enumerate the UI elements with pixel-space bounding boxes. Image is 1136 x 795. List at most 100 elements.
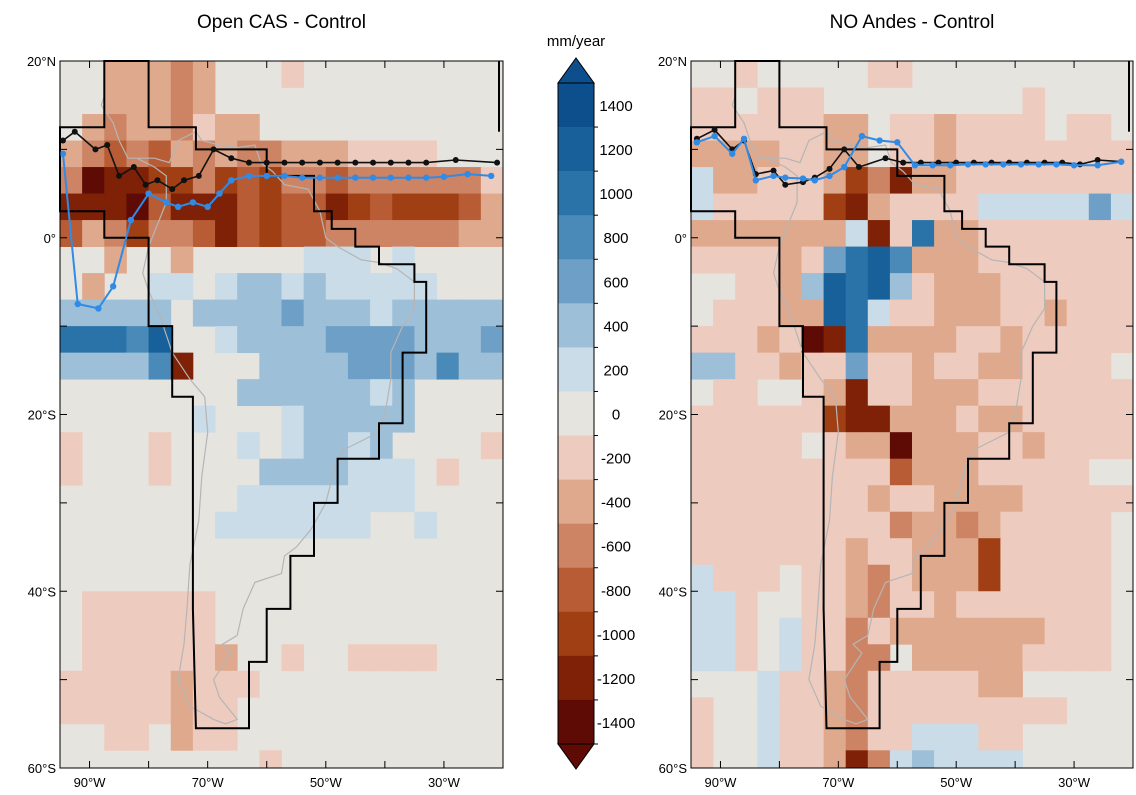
grid-cell <box>757 750 780 769</box>
grid-cell <box>956 670 979 698</box>
grid-cell <box>237 273 260 301</box>
black-series-point <box>452 156 459 163</box>
grid-cell <box>458 299 482 327</box>
colorbar-label: -1200 <box>597 671 635 688</box>
grid-cell <box>1066 458 1090 486</box>
grid-cell <box>1022 326 1045 354</box>
coastline <box>767 130 1046 725</box>
grid-cell <box>735 644 758 672</box>
grid-cell <box>170 61 194 88</box>
grid-cell <box>801 140 824 168</box>
grid-cell <box>845 432 869 460</box>
grid-cells <box>60 61 504 769</box>
grid-cell <box>126 140 149 168</box>
grid-cell <box>1022 617 1045 645</box>
grid-cell <box>801 538 824 566</box>
grid-cell <box>325 193 349 221</box>
grid-cell <box>215 299 238 327</box>
grid-cell <box>1110 220 1134 247</box>
grid-cell <box>1044 538 1068 566</box>
grid-cell <box>458 220 482 247</box>
grid-cell <box>801 511 824 539</box>
blue-series-point <box>964 161 972 168</box>
grid-cell <box>978 405 1001 433</box>
grid-cell <box>60 167 83 194</box>
grid-cell <box>823 326 847 354</box>
grid-cell <box>823 220 847 247</box>
grid-cell <box>889 246 913 274</box>
grid-cell <box>978 167 1001 194</box>
grid-cell <box>956 591 979 619</box>
grid-cell <box>934 591 957 619</box>
grid-cell <box>757 458 780 486</box>
grid-cell <box>126 87 149 115</box>
grid-cell <box>1022 193 1045 221</box>
blue-series-point <box>127 216 135 224</box>
grid-cell <box>735 405 758 433</box>
black-series-point <box>142 181 149 188</box>
grid-cell <box>436 326 460 354</box>
grid-cell <box>867 564 891 592</box>
blue-series-point <box>387 174 394 181</box>
grid-cell <box>735 564 758 592</box>
grid-cell <box>823 299 847 327</box>
black-series-point <box>826 165 833 172</box>
grid-cell <box>978 591 1001 619</box>
grid-cell <box>303 352 327 380</box>
grid-cell <box>370 167 393 194</box>
grid-cell <box>1088 564 1112 592</box>
grid-cell <box>104 591 127 619</box>
grid-cell <box>392 140 415 168</box>
colorbar-min-arrow <box>557 743 595 770</box>
grid-cell <box>713 193 736 221</box>
grid-cell <box>237 220 260 247</box>
black-series-point <box>782 181 789 188</box>
colorbar-swatch <box>558 259 594 304</box>
grid-cell <box>779 617 802 645</box>
grid-cell <box>934 405 957 433</box>
colorbar-swatch <box>558 391 594 436</box>
grid-cell <box>104 644 127 672</box>
grid-cell <box>1022 273 1045 301</box>
grid-cell <box>823 617 847 645</box>
grid-cell <box>480 193 504 221</box>
grid-cell <box>867 246 891 274</box>
grid-cell <box>867 511 891 539</box>
grid-cell <box>823 485 847 513</box>
grid-cell <box>259 273 282 301</box>
grid-cell <box>370 432 393 460</box>
grid-cell <box>978 644 1001 672</box>
grid-cell <box>104 220 127 247</box>
black-series-point <box>281 159 288 166</box>
black-series-point <box>130 164 137 171</box>
blue-series-point <box>858 132 866 140</box>
grid-cell <box>801 193 824 221</box>
grid-cell <box>757 299 780 327</box>
grid-cell <box>934 485 957 513</box>
grid-cell <box>889 326 913 354</box>
grid-cell <box>978 299 1001 327</box>
grid-cell <box>1000 352 1023 380</box>
grid-cell <box>126 167 149 194</box>
grid-cell <box>757 352 780 380</box>
grid-cell <box>735 458 758 486</box>
grid-cell <box>281 485 305 513</box>
grid-cell <box>325 379 349 407</box>
grid-cell <box>934 458 957 486</box>
grid-cell <box>735 140 758 168</box>
grid-cell <box>889 405 913 433</box>
grid-cell <box>912 273 935 301</box>
grid-cell <box>691 458 714 486</box>
grid-cell <box>956 273 979 301</box>
grid-cell <box>978 617 1001 645</box>
grid-cell <box>458 326 482 354</box>
grid-cell <box>735 114 758 141</box>
grid-cell <box>1000 458 1023 486</box>
grid-cell <box>148 644 172 672</box>
black-series-point <box>770 167 777 174</box>
grid-cell <box>480 220 504 247</box>
grid-cell <box>148 697 172 725</box>
grid-cell <box>480 326 504 354</box>
grid-cell <box>823 379 847 407</box>
grid-cell <box>126 299 149 327</box>
